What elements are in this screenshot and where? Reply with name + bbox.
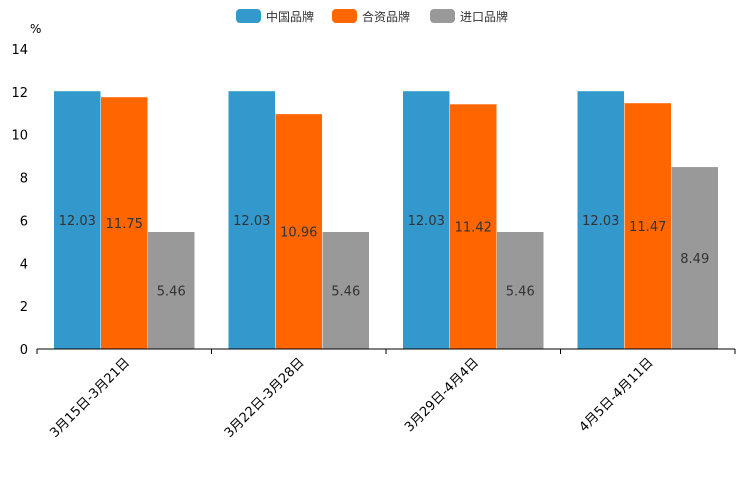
data-label-中国品牌-1: 12.03 [59, 214, 96, 229]
bar-合资品牌-3 [450, 104, 497, 350]
data-labels: 12.03 11.75 5.46 12.03 10.96 5.46 12.03 11.42 5.… [59, 214, 710, 299]
x-tick-label: 4月5日-4月11日 [577, 355, 657, 435]
y-tick-label: 2 [20, 300, 28, 315]
legend-swatch [332, 9, 357, 23]
legend-label: 合资品牌 [362, 9, 410, 24]
bar-中国品牌-4 [577, 91, 624, 349]
legend-label: 中国品牌 [266, 9, 314, 24]
bar-中国品牌-3 [403, 91, 450, 349]
data-label-合资品牌-2: 10.96 [280, 226, 317, 241]
x-axis: 3月15日-3月21日 3月22日-3月28日 3月29日-4月4日 4月5日-4月1… [36, 348, 736, 441]
legend-item-中国品牌[interactable]: 中国品牌 [236, 9, 314, 24]
y-tick-label: 6 [20, 214, 28, 229]
bar-进口品牌-1 [148, 232, 195, 349]
y-tick-label: 8 [20, 172, 28, 187]
data-label-进口品牌-4: 8.49 [680, 252, 709, 267]
y-axis: 0 2 4 6 8 10 12 14 [11, 43, 28, 358]
data-label-中国品牌-4: 12.03 [582, 214, 619, 229]
bar-中国品牌-2 [228, 91, 275, 349]
legend-label: 进口品牌 [460, 10, 508, 24]
legend-item-进口品牌[interactable]: 进口品牌 [430, 9, 508, 24]
data-label-中国品牌-2: 12.03 [233, 214, 270, 229]
legend-item-合资品牌[interactable]: 合资品牌 [332, 9, 410, 24]
data-label-合资品牌-1: 11.75 [106, 217, 143, 232]
y-tick-label: 14 [11, 43, 28, 58]
data-label-进口品牌-1: 5.46 [157, 285, 186, 300]
bar-进口品牌-4 [671, 167, 718, 349]
x-tick-label: 3月15日-3月21日 [47, 355, 133, 441]
bar-进口品牌-3 [497, 232, 544, 349]
bar-进口品牌-2 [322, 232, 369, 349]
data-label-合资品牌-4: 11.47 [629, 220, 666, 235]
data-label-合资品牌-3: 11.42 [455, 221, 492, 236]
y-axis-unit-label: % [30, 22, 41, 36]
legend-swatch [430, 9, 455, 23]
x-tick-label: 3月22日-3月28日 [222, 355, 308, 441]
bar-合资品牌-1 [101, 97, 148, 349]
legend: 中国品牌 合资品牌 进口品牌 [236, 9, 508, 24]
bar-合资品牌-4 [624, 103, 671, 349]
x-tick-label: 3月29日-4月4日 [402, 355, 482, 435]
y-tick-label: 12 [11, 86, 28, 101]
y-tick-label: 4 [20, 257, 28, 272]
y-tick-label: 10 [11, 129, 28, 144]
bar-合资品牌-2 [275, 114, 322, 350]
data-label-进口品牌-3: 5.46 [506, 285, 535, 300]
bar-中国品牌-1 [54, 91, 101, 349]
data-label-进口品牌-2: 5.46 [331, 285, 360, 300]
bars [54, 91, 718, 350]
data-label-中国品牌-3: 12.03 [408, 214, 445, 229]
y-tick-label: 0 [20, 343, 28, 358]
legend-swatch [236, 9, 261, 23]
